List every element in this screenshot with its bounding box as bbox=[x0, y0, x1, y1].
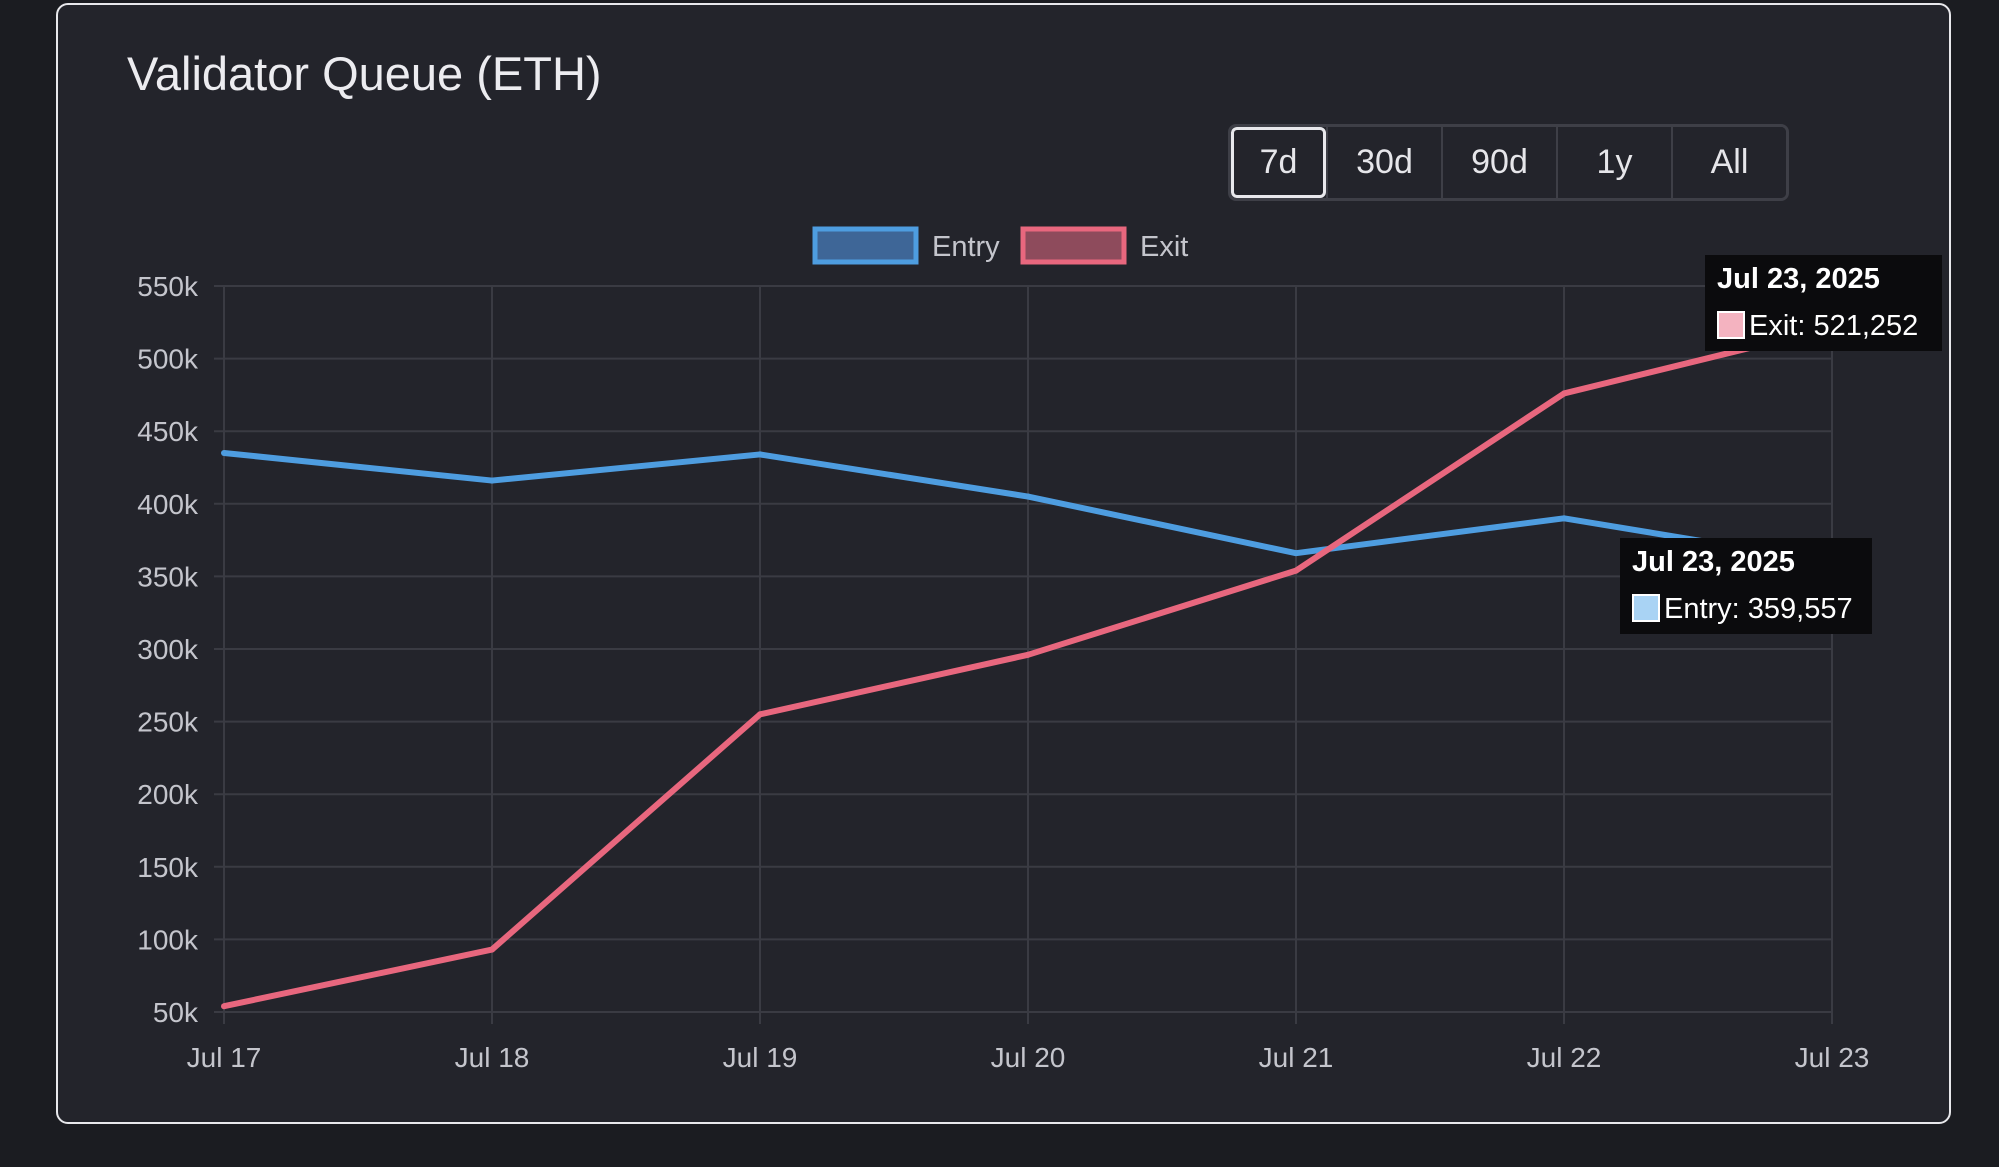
exit-swatch-icon bbox=[1717, 311, 1745, 339]
x-tick-label: Jul 21 bbox=[1259, 1042, 1334, 1073]
data-point-exit bbox=[489, 946, 495, 953]
data-point-entry bbox=[1293, 550, 1299, 557]
y-tick-label: 150k bbox=[137, 852, 199, 883]
range-90d-button[interactable]: 90d bbox=[1441, 127, 1556, 198]
x-tick-label: Jul 22 bbox=[1527, 1042, 1602, 1073]
y-tick-label: 50k bbox=[153, 997, 199, 1028]
range-all-button[interactable]: All bbox=[1671, 127, 1786, 198]
tooltip-exit: Jul 23, 2025 Exit: 521,252 bbox=[1705, 255, 1942, 351]
data-point-exit bbox=[221, 1003, 227, 1010]
y-tick-label: 350k bbox=[137, 561, 199, 592]
y-tick-label: 550k bbox=[137, 271, 199, 302]
y-tick-label: 450k bbox=[137, 416, 199, 447]
y-tick-label: 250k bbox=[137, 707, 199, 738]
entry-swatch-icon bbox=[1632, 594, 1660, 622]
y-tick-label: 300k bbox=[137, 634, 199, 665]
data-point-entry bbox=[1561, 515, 1567, 522]
y-tick-label: 500k bbox=[137, 344, 199, 375]
x-tick-label: Jul 20 bbox=[991, 1042, 1066, 1073]
data-point-entry bbox=[757, 451, 763, 458]
y-tick-label: 100k bbox=[137, 924, 199, 955]
tooltip-value: Entry: 359,557 bbox=[1664, 593, 1853, 625]
tooltip-value: Exit: 521,252 bbox=[1749, 310, 1919, 342]
legend-swatch-entry bbox=[812, 226, 919, 265]
x-tick-label: Jul 17 bbox=[187, 1042, 262, 1073]
data-point-exit bbox=[1293, 567, 1299, 574]
tooltip-date: Jul 23, 2025 bbox=[1717, 263, 1880, 295]
data-point-entry bbox=[1025, 493, 1031, 500]
data-point-exit bbox=[1561, 390, 1567, 397]
legend-label-exit: Exit bbox=[1140, 231, 1188, 263]
y-tick-label: 200k bbox=[137, 779, 199, 810]
range-30d-button[interactable]: 30d bbox=[1326, 127, 1441, 198]
data-point-entry bbox=[489, 477, 495, 484]
x-tick-label: Jul 18 bbox=[455, 1042, 530, 1073]
x-tick-label: Jul 19 bbox=[723, 1042, 798, 1073]
range-1y-button[interactable]: 1y bbox=[1556, 127, 1671, 198]
data-point-exit bbox=[1025, 651, 1031, 658]
tooltip-entry: Jul 23, 2025 Entry: 359,557 bbox=[1620, 538, 1872, 634]
legend-swatch-exit bbox=[1020, 226, 1127, 265]
range-7d-button[interactable]: 7d bbox=[1231, 127, 1326, 198]
time-range-selector: 7d 30d 90d 1y All bbox=[1228, 124, 1789, 201]
data-point-entry bbox=[221, 449, 227, 456]
data-point-exit bbox=[757, 711, 763, 718]
chart-title: Validator Queue (ETH) bbox=[127, 47, 602, 100]
y-tick-label: 400k bbox=[137, 489, 199, 520]
x-tick-label: Jul 23 bbox=[1795, 1042, 1870, 1073]
legend-label-entry: Entry bbox=[932, 231, 1000, 263]
tooltip-date: Jul 23, 2025 bbox=[1632, 546, 1795, 578]
